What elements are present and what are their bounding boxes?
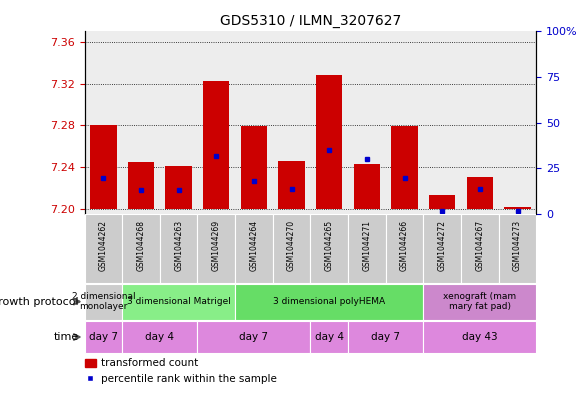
Bar: [391, 127, 418, 209]
Bar: [122, 214, 160, 283]
Text: growth protocol: growth protocol: [0, 297, 79, 307]
Bar: [128, 162, 154, 209]
Text: GSM1044268: GSM1044268: [136, 220, 146, 271]
Bar: [85, 31, 122, 214]
Bar: [85, 284, 122, 320]
Bar: [316, 75, 342, 209]
Text: GSM1044270: GSM1044270: [287, 220, 296, 271]
Bar: [85, 321, 122, 353]
Bar: [310, 31, 348, 214]
Text: GSM1044273: GSM1044273: [513, 220, 522, 271]
Text: day 7: day 7: [371, 332, 401, 342]
Text: GSM1044262: GSM1044262: [99, 220, 108, 271]
Bar: [122, 284, 235, 320]
Bar: [235, 214, 273, 283]
Bar: [122, 321, 198, 353]
Bar: [166, 166, 192, 209]
Bar: [348, 31, 386, 214]
Text: time: time: [54, 332, 79, 342]
Bar: [386, 214, 423, 283]
Text: 2 dimensional
monolayer: 2 dimensional monolayer: [72, 292, 135, 311]
Bar: [122, 31, 160, 214]
Text: day 7: day 7: [240, 332, 268, 342]
Title: GDS5310 / ILMN_3207627: GDS5310 / ILMN_3207627: [220, 14, 401, 28]
Bar: [273, 214, 311, 283]
Bar: [423, 321, 536, 353]
Text: xenograft (mam
mary fat pad): xenograft (mam mary fat pad): [443, 292, 517, 311]
Text: GSM1044263: GSM1044263: [174, 220, 183, 271]
Bar: [348, 214, 386, 283]
Bar: [498, 214, 536, 283]
Bar: [423, 31, 461, 214]
Bar: [461, 31, 498, 214]
Text: day 43: day 43: [462, 332, 498, 342]
Bar: [461, 214, 498, 283]
Bar: [235, 31, 273, 214]
Bar: [310, 321, 348, 353]
Text: 3 dimensional Matrigel: 3 dimensional Matrigel: [127, 297, 231, 306]
Bar: [203, 81, 230, 209]
Bar: [423, 214, 461, 283]
Bar: [498, 31, 536, 214]
Text: GSM1044266: GSM1044266: [400, 220, 409, 271]
Text: GSM1044271: GSM1044271: [363, 220, 371, 271]
Text: GSM1044269: GSM1044269: [212, 220, 221, 271]
Bar: [198, 321, 310, 353]
Bar: [279, 161, 305, 209]
Bar: [198, 214, 235, 283]
Bar: [504, 207, 531, 209]
Text: GSM1044265: GSM1044265: [325, 220, 334, 271]
Text: 3 dimensional polyHEMA: 3 dimensional polyHEMA: [273, 297, 385, 306]
Bar: [386, 31, 423, 214]
Bar: [273, 31, 311, 214]
Text: day 7: day 7: [89, 332, 118, 342]
Legend: transformed count, percentile rank within the sample: transformed count, percentile rank withi…: [81, 354, 281, 388]
Text: GSM1044264: GSM1044264: [250, 220, 258, 271]
Bar: [198, 31, 235, 214]
Bar: [90, 125, 117, 209]
Text: day 4: day 4: [145, 332, 174, 342]
Bar: [429, 195, 455, 209]
Text: GSM1044267: GSM1044267: [475, 220, 484, 271]
Bar: [241, 127, 267, 209]
Bar: [423, 284, 536, 320]
Bar: [85, 214, 122, 283]
Bar: [235, 284, 423, 320]
Bar: [310, 214, 348, 283]
Bar: [160, 214, 198, 283]
Text: GSM1044272: GSM1044272: [438, 220, 447, 271]
Bar: [467, 176, 493, 209]
Bar: [354, 164, 380, 209]
Bar: [348, 321, 423, 353]
Bar: [160, 31, 198, 214]
Text: day 4: day 4: [315, 332, 344, 342]
